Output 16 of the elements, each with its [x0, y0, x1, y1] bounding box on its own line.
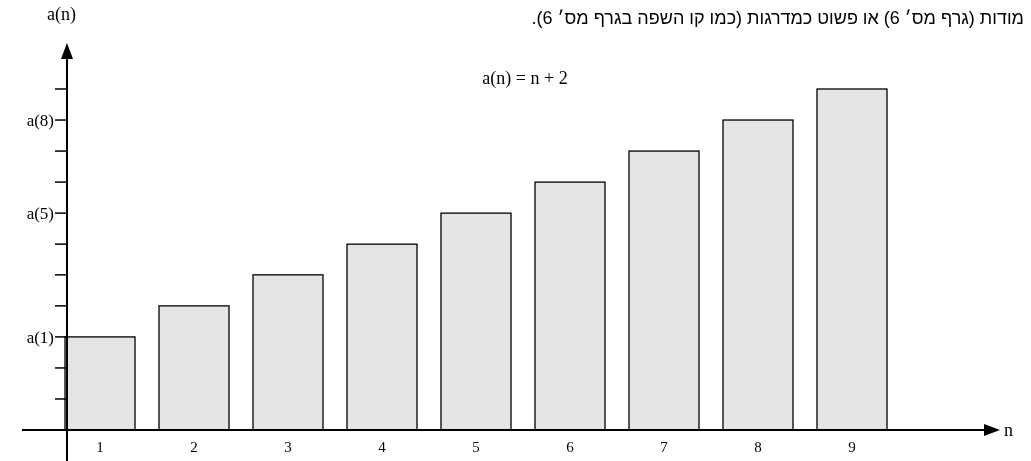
x-tick-label: 2	[190, 439, 198, 455]
text: a(n) = n + 2	[482, 68, 568, 89]
x-tick-label: 4	[378, 439, 387, 455]
annotation: a(8)	[26, 111, 54, 131]
title: מודות (גרף מס׳ 6) או פשוט כמדרגות (כמו קו השפה בגרף מס׳ 6).	[531, 8, 1024, 28]
x-tick-label: 7	[660, 439, 669, 455]
text: n	[1004, 420, 1013, 440]
x-tick-label: 6	[566, 439, 575, 455]
x-tick-label: 1	[96, 439, 104, 455]
x-tick-label: 9	[848, 439, 856, 455]
annotation: a(1)	[26, 327, 54, 347]
x-tick-label: 5	[472, 439, 480, 455]
annotation: a(5)	[26, 204, 54, 224]
x-tick-label: 8	[754, 439, 762, 455]
x-tick-label: 3	[284, 439, 292, 455]
y-axis-title: a(n)	[47, 4, 76, 25]
